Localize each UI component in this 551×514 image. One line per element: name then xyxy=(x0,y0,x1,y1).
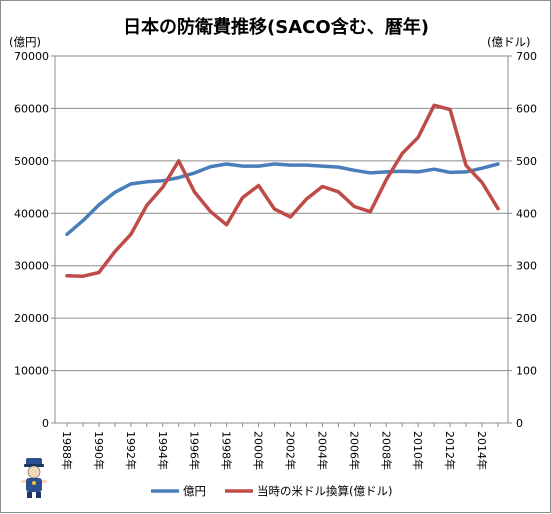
x-tick-label: 1990年 xyxy=(92,431,106,470)
x-axis-ticks: 1988年 1990年 1992年 1994年 1996年 1998年 2000年 2002年… xyxy=(60,423,499,470)
x-tick-label: 1996年 xyxy=(188,431,202,470)
chart-title: 日本の防衛費推移(SACO含む、暦年) xyxy=(123,16,429,38)
x-tick-label: 1994年 xyxy=(156,431,170,470)
plot-area xyxy=(54,55,509,424)
left-tick-label: 40000 xyxy=(14,207,49,220)
left-tick-label: 0 xyxy=(42,417,49,430)
x-tick-label: 1992年 xyxy=(124,431,138,470)
x-tick-label: 2000年 xyxy=(252,431,266,470)
right-tick-label: 400 xyxy=(516,207,537,220)
police-mascot-icon xyxy=(21,458,47,498)
x-tick-label: 2010年 xyxy=(411,431,425,470)
right-axis-ticks: 0 100 200 300 400 500 600 700 xyxy=(508,50,537,430)
x-tick-label: 1988年 xyxy=(60,431,74,470)
left-tick-label: 30000 xyxy=(14,260,49,273)
left-tick-label: 60000 xyxy=(14,102,49,115)
x-tick-label: 2008年 xyxy=(379,431,393,470)
x-tick-label: 2014年 xyxy=(475,431,489,470)
right-tick-label: 300 xyxy=(516,260,537,273)
right-tick-label: 200 xyxy=(516,312,537,325)
legend-label-yen: 億円 xyxy=(183,484,206,498)
x-tick-label: 1998年 xyxy=(220,431,234,470)
left-axis-unit: (億円) xyxy=(9,35,41,49)
x-tick-label: 2012年 xyxy=(443,431,457,470)
right-tick-label: 100 xyxy=(516,365,537,378)
x-tick-label: 2002年 xyxy=(283,431,297,470)
x-tick-label: 2006年 xyxy=(347,431,361,470)
left-tick-label: 20000 xyxy=(14,312,49,325)
left-tick-label: 70000 xyxy=(14,50,49,63)
legend: 億円 当時の米ドル換算(億ドル) xyxy=(151,484,392,498)
right-tick-label: 600 xyxy=(516,102,537,115)
series-line-usd xyxy=(65,103,500,278)
right-axis-unit: (億ドル) xyxy=(487,35,530,49)
x-tick-label: 2004年 xyxy=(315,431,329,470)
left-tick-label: 50000 xyxy=(14,155,49,168)
right-tick-label: 700 xyxy=(516,50,537,63)
series-line-yen xyxy=(65,162,500,237)
right-tick-label: 500 xyxy=(516,155,537,168)
right-tick-label: 0 xyxy=(516,417,523,430)
left-tick-label: 10000 xyxy=(14,365,49,378)
left-axis-ticks: 0 10000 20000 30000 40000 50000 60000 70000 xyxy=(14,50,55,430)
gridlines xyxy=(55,107,508,372)
legend-label-usd: 当時の米ドル換算(億ドル) xyxy=(257,484,392,498)
series-lines xyxy=(65,103,500,278)
